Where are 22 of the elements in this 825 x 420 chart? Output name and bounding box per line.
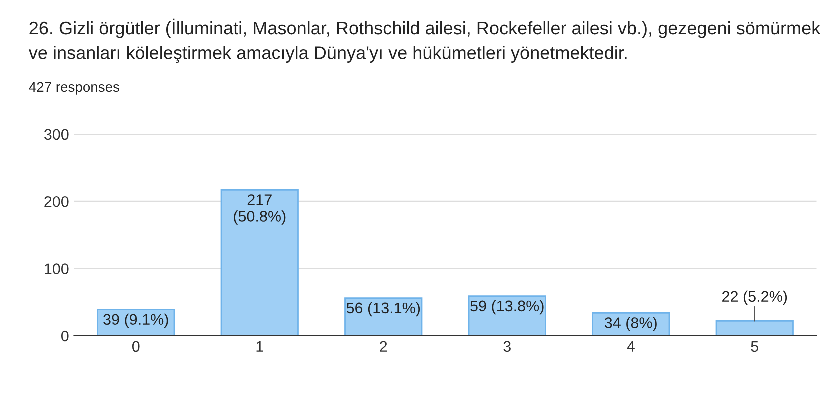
y-tick-label: 200 xyxy=(44,196,69,208)
x-tick-label: 4 xyxy=(627,341,635,352)
data-label: 217 (50.8%) xyxy=(234,194,286,225)
data-label: 22 (5.2%) xyxy=(722,290,788,306)
data-label: 34 (8%) xyxy=(604,317,657,332)
data-label: 59 (13.8%) xyxy=(470,300,544,315)
y-tick-label: 300 xyxy=(44,129,69,140)
data-label: 39 (9.1%) xyxy=(104,314,168,328)
chart-subtitle: 427 responses xyxy=(29,82,120,95)
x-tick-label: 5 xyxy=(751,341,758,352)
data-label: 56 (13.1%) xyxy=(346,302,420,317)
bar xyxy=(344,298,423,336)
x-tick-label: 3 xyxy=(504,341,511,352)
bar xyxy=(716,320,794,336)
bar xyxy=(468,296,546,336)
x-tick-label: 2 xyxy=(380,341,388,352)
y-tick-label: 0 xyxy=(61,330,69,342)
y-tick-label: 100 xyxy=(45,264,69,274)
x-tick-label: 1 xyxy=(256,341,264,352)
chart-title: 26. Gizli örgütler (İlluminati, Masonlar, Rothschild ailesi, Rockefeller ailesi vb.), gezegeni sömürmek ve insanları köleleştirmek amacıyla Dünya'yı ve hükümetleri yönetmektedir. xyxy=(28,18,821,64)
bar xyxy=(220,189,299,336)
x-tick-label: 0 xyxy=(132,341,140,352)
